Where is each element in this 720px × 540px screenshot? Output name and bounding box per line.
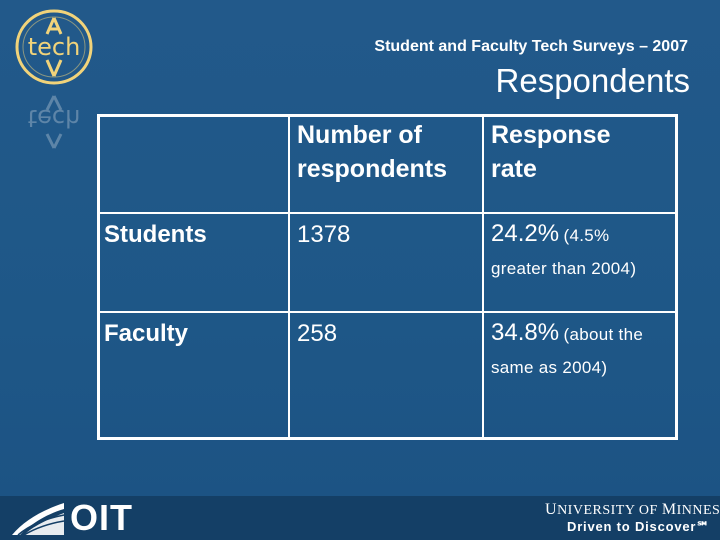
slide-subtitle: Student and Faculty Tech Surveys – 2007	[374, 38, 688, 55]
table-border-right	[675, 114, 678, 440]
row-label-students: Students	[104, 221, 207, 248]
umn-text-1: NIVERSITY OF	[557, 503, 662, 518]
umn-initial-m: M	[661, 501, 677, 518]
column-header-count: Number of respondents	[297, 118, 447, 186]
faculty-rate: 34.8% (about the same as 2004)	[491, 317, 676, 384]
logo-reflection-text: tech	[28, 104, 81, 132]
column-header-count-line2: respondents	[297, 155, 448, 183]
slide-title: Respondents	[495, 62, 690, 99]
tech-logo-icon: tech	[15, 9, 93, 85]
column-header-rate-line1: Response	[491, 121, 611, 149]
umn-initial-u: U	[545, 501, 558, 518]
faculty-rate-note-b: same as 2004)	[491, 358, 608, 377]
tech-logo-reflection-icon: tech	[28, 95, 81, 149]
table-divider-row2	[97, 311, 678, 313]
oit-swoosh-icon	[12, 503, 65, 536]
table-border-bottom	[97, 437, 678, 440]
university-name: UNIVERSITY OF MINNESOTA	[545, 501, 720, 519]
faculty-rate-value: 34.8%	[491, 319, 560, 346]
table-divider-col1	[288, 114, 290, 440]
students-rate-value: 24.2%	[491, 220, 560, 247]
table-divider-col2	[482, 114, 484, 440]
table-border-top	[97, 114, 678, 117]
faculty-count: 258	[297, 320, 338, 347]
column-header-rate: Response rate	[491, 118, 610, 186]
faculty-rate-note-a: (about the	[563, 325, 644, 344]
column-header-rate-line2: rate	[491, 155, 537, 183]
students-rate: 24.2% (4.5% greater than 2004)	[491, 218, 676, 285]
table-border-left	[97, 114, 100, 440]
students-count: 1378	[297, 221, 351, 248]
students-rate-note-a: (4.5%	[563, 226, 610, 245]
column-header-count-line1: Number of	[297, 121, 422, 149]
table-divider-row1	[97, 212, 678, 214]
umn-text-2: INNESOTA	[676, 503, 720, 518]
respondents-table: Number of respondents Response rate Stud…	[97, 114, 678, 440]
row-label-faculty: Faculty	[104, 320, 189, 347]
footer-bar	[0, 496, 720, 540]
oit-logo-text: OIT	[70, 497, 133, 538]
students-rate-note-b: greater than 2004)	[491, 259, 637, 278]
university-tagline: Driven to Discover℠	[567, 519, 711, 534]
logo-text: tech	[28, 33, 81, 61]
